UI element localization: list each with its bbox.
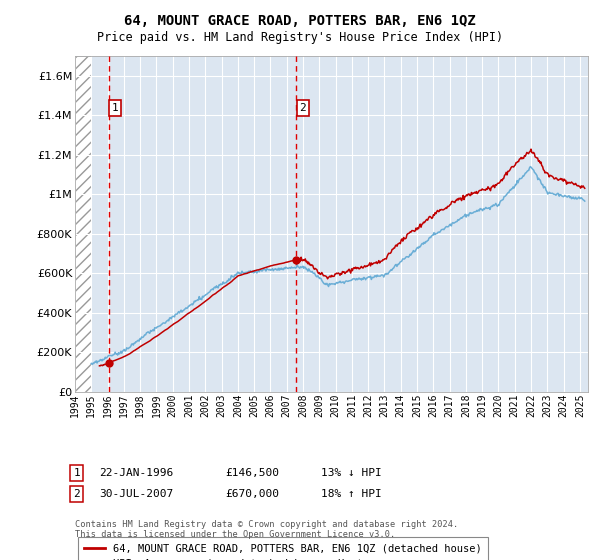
Text: £146,500: £146,500 <box>225 468 279 478</box>
Bar <box>75 56 91 392</box>
Text: 1: 1 <box>73 468 80 478</box>
Text: 64, MOUNT GRACE ROAD, POTTERS BAR, EN6 1QZ: 64, MOUNT GRACE ROAD, POTTERS BAR, EN6 1… <box>124 14 476 28</box>
Text: 2: 2 <box>73 489 80 499</box>
Text: 18% ↑ HPI: 18% ↑ HPI <box>321 489 382 499</box>
Text: 13% ↓ HPI: 13% ↓ HPI <box>321 468 382 478</box>
Text: 2: 2 <box>299 103 306 113</box>
Text: 22-JAN-1996: 22-JAN-1996 <box>99 468 173 478</box>
Legend: 64, MOUNT GRACE ROAD, POTTERS BAR, EN6 1QZ (detached house), HPI: Average price,: 64, MOUNT GRACE ROAD, POTTERS BAR, EN6 1… <box>77 537 488 560</box>
Text: Contains HM Land Registry data © Crown copyright and database right 2024.
This d: Contains HM Land Registry data © Crown c… <box>75 520 458 539</box>
Text: £670,000: £670,000 <box>225 489 279 499</box>
Text: Price paid vs. HM Land Registry's House Price Index (HPI): Price paid vs. HM Land Registry's House … <box>97 31 503 44</box>
Text: 30-JUL-2007: 30-JUL-2007 <box>99 489 173 499</box>
Text: 1: 1 <box>112 103 118 113</box>
